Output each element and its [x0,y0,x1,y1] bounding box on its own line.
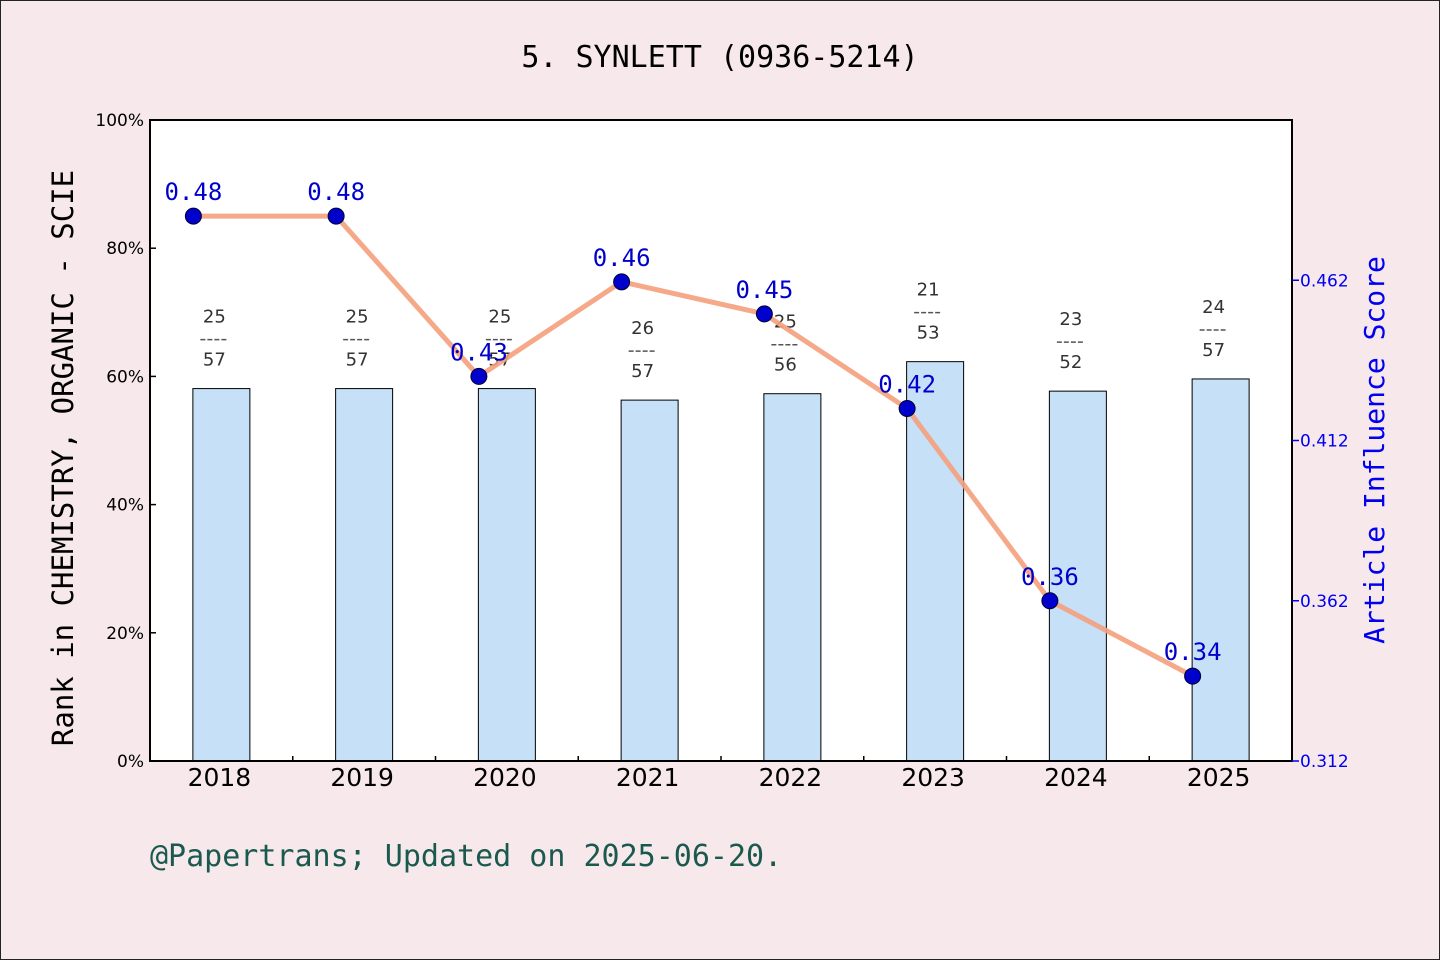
bar-2022 [763,393,822,762]
influence-label-2019: 0.48 [307,178,365,206]
rank-total-2024: 52 [1059,352,1082,373]
bar-2025 [1191,378,1250,762]
x-tick-label-2024: 2024 [1044,763,1108,792]
y2-tick-label: 0.412 [1300,432,1349,452]
x-axis: 2018 2019 2020 2021 2022 2023 2024 2025 [188,756,1251,792]
influence-point-2023 [898,399,916,417]
rank-value-2022: 25 [774,312,797,333]
rank-total-2022: 56 [774,355,797,376]
influence-label-2025: 0.34 [1164,638,1222,666]
bar-2020 [477,388,536,762]
influence-label-2021: 0.46 [593,244,651,272]
y-tick-label: 40% [106,496,144,516]
influence-point-2018 [184,207,202,225]
x-tick-label-2021: 2021 [616,763,680,792]
x-tick-label-2018: 2018 [188,763,252,792]
influence-label-2022: 0.45 [735,276,793,304]
rank-value-2020: 25 [488,307,511,328]
influence-label-2023: 0.42 [878,370,936,398]
bar-2024 [1048,390,1107,762]
bar-2018 [192,388,251,762]
rank-value-2021: 26 [631,318,654,339]
y-tick-label: 100% [95,111,144,131]
rank-total-2019: 57 [346,350,369,371]
influence-line [193,213,1194,679]
line-layer: 0.48 0.48 0.43 0.46 0.45 0.42 0.36 0.34 [164,178,1222,685]
y-tick-label: 0% [117,752,144,772]
y2-axis-label: Article Influence Score [1358,256,1391,644]
y-tick-label: 80% [106,239,144,259]
x-tick-label-2023: 2023 [901,763,965,792]
influence-point-2019 [327,207,345,225]
influence-label-2018: 0.48 [164,178,222,206]
y-tick-label: 20% [106,624,144,644]
influence-point-2020 [470,367,488,385]
y-axis-label: Rank in CHEMISTRY, ORGANIC - SCIE [46,170,80,746]
influence-point-2021 [613,273,631,291]
y2-tick-label: 0.312 [1300,752,1349,772]
y2-tick-label: 0.462 [1300,271,1349,291]
influence-point-2022 [755,305,773,323]
y2-tick-label: 0.362 [1300,592,1349,612]
rank-value-2025: 24 [1202,297,1225,318]
left-axis: 0% 20% 40% 60% 80% 100% [95,111,156,772]
rank-total-2025: 57 [1202,340,1225,361]
rank-value-2024: 23 [1059,309,1082,330]
influence-label-2020: 0.43 [450,338,508,366]
x-tick-label-2025: 2025 [1187,763,1251,792]
bar-2019 [335,388,394,762]
rank-total-2023: 53 [917,323,940,344]
rank-value-2019: 25 [346,307,369,328]
rank-value-2018: 25 [203,307,226,328]
x-tick-label-2019: 2019 [330,763,394,792]
footer-note: @Papertrans; Updated on 2025-06-20. [150,839,782,874]
x-tick-label-2020: 2020 [473,763,537,792]
y-tick-label: 60% [106,367,144,387]
x-tick-label-2022: 2022 [759,763,823,792]
bars-layer [192,361,1250,762]
influence-point-2024 [1041,592,1059,610]
influence-point-2025 [1184,667,1202,685]
influence-label-2024: 0.36 [1021,563,1079,591]
bar-2021 [620,399,679,762]
rank-total-2021: 57 [631,361,654,382]
rank-value-2023: 21 [917,280,940,301]
right-axis: 0.312 0.362 0.412 0.462 [1292,271,1349,772]
chart-title: 5. SYNLETT (0936-5214) [521,40,918,75]
rank-total-2018: 57 [203,350,226,371]
